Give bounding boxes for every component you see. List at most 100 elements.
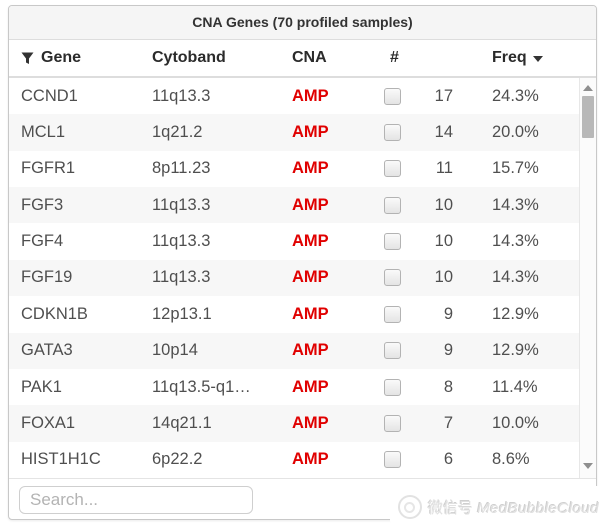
row-checkbox[interactable] — [384, 233, 401, 251]
gene-cell: FGFR1 — [21, 159, 76, 178]
gene-cell: FOXA1 — [21, 413, 76, 432]
count-cell: 10 — [384, 232, 492, 251]
cytoband-cell: 8p11.23 — [152, 159, 211, 178]
count-cell: 9 — [384, 305, 492, 324]
count-cell: 6 — [384, 450, 492, 469]
count-cell: 7 — [384, 414, 492, 433]
gene-cell: CCND1 — [21, 86, 78, 105]
cna-cell: AMP — [292, 195, 329, 214]
table-row[interactable]: HIST1H1C 6p22.2 AMP 6 8.6% — [9, 441, 579, 478]
vertical-scrollbar[interactable] — [579, 78, 596, 478]
cna-cell: AMP — [292, 159, 329, 178]
cytoband-cell: 12p13.1 — [152, 304, 212, 323]
table-row[interactable]: PAK1 11q13.5-q1… AMP 8 11.4% — [9, 368, 579, 406]
freq-cell: 14.3% — [492, 268, 539, 287]
gene-cell: FGF3 — [21, 195, 64, 214]
cna-cell: AMP — [292, 377, 329, 396]
column-header-freq-label: Freq — [492, 49, 527, 66]
cna-genes-panel: CNA Genes (70 profiled samples) Gene Cyt… — [8, 5, 597, 520]
count-value: 7 — [443, 413, 453, 432]
count-cell: 11 — [384, 159, 492, 178]
count-value: 10 — [434, 195, 453, 214]
table-header-row: Gene Cytoband CNA # Freq — [9, 40, 596, 78]
table-row[interactable]: CCND1 11q13.3 AMP 17 24.3% — [9, 78, 579, 115]
table-row[interactable]: CDKN1B 12p13.1 AMP 9 12.9% — [9, 296, 579, 333]
gene-cell: GATA3 — [21, 341, 73, 360]
scrollbar-thumb[interactable] — [582, 96, 594, 138]
count-cell: 9 — [384, 341, 492, 360]
cna-cell: AMP — [292, 413, 329, 432]
cna-cell: AMP — [292, 304, 329, 323]
cytoband-cell: 11q13.5-q1… — [152, 377, 251, 396]
column-header-cna[interactable]: CNA — [292, 49, 327, 66]
row-checkbox[interactable] — [384, 196, 401, 214]
table-row[interactable]: GATA3 10p14 AMP 9 12.9% — [9, 332, 579, 369]
table-body: CCND1 11q13.3 AMP 17 24.3% MCL1 1q21.2 A… — [9, 78, 596, 478]
count-value: 17 — [434, 86, 453, 105]
gene-cell: CDKN1B — [21, 304, 88, 323]
row-checkbox[interactable] — [384, 124, 401, 142]
cytoband-cell: 11q13.3 — [152, 232, 211, 251]
freq-cell: 14.3% — [492, 232, 539, 251]
table-row[interactable]: FGF4 11q13.3 AMP 10 14.3% — [9, 223, 579, 260]
scroll-down-button[interactable] — [580, 458, 596, 474]
freq-cell: 8.6% — [492, 450, 530, 469]
column-header-gene-label: Gene — [41, 49, 82, 66]
cna-cell: AMP — [292, 268, 329, 287]
count-value: 9 — [443, 341, 453, 360]
count-value: 11 — [435, 159, 453, 178]
scroll-up-button[interactable] — [580, 80, 596, 96]
count-value: 8 — [443, 377, 453, 396]
count-value: 14 — [434, 123, 453, 142]
cna-cell: AMP — [292, 86, 329, 105]
gene-cell: FGF4 — [21, 232, 64, 251]
table-row[interactable]: FGF3 11q13.3 AMP 10 14.3% — [9, 187, 579, 224]
row-checkbox[interactable] — [384, 269, 401, 287]
cna-cell: AMP — [292, 123, 329, 142]
search-input[interactable] — [19, 486, 253, 514]
table-row[interactable]: FGF19 11q13.3 AMP 10 14.3% — [9, 259, 579, 297]
cytoband-cell: 11q13.3 — [152, 86, 211, 105]
cytoband-cell: 14q21.1 — [152, 413, 212, 432]
column-header-gene[interactable]: Gene — [9, 49, 152, 67]
panel-title: CNA Genes (70 profiled samples) — [9, 6, 596, 40]
count-value: 10 — [434, 232, 453, 251]
column-header-cytoband[interactable]: Cytoband — [152, 49, 226, 66]
table-footer — [9, 478, 596, 521]
triangle-down-icon — [583, 463, 593, 469]
watermark: 微信号 MedBubbleCloud — [390, 486, 606, 528]
row-checkbox[interactable] — [384, 160, 401, 178]
gene-cell: MCL1 — [21, 123, 66, 142]
triangle-up-icon — [583, 85, 593, 91]
freq-cell: 14.3% — [492, 195, 539, 214]
watermark-logo-icon — [398, 495, 422, 519]
watermark-en-label: MedBubbleCloud — [477, 499, 600, 517]
column-header-count[interactable]: # — [390, 49, 399, 66]
table-row[interactable]: FGFR1 8p11.23 AMP 11 15.7% — [9, 150, 579, 188]
table-row[interactable]: FOXA1 14q21.1 AMP 7 10.0% — [9, 405, 579, 442]
row-checkbox[interactable] — [384, 305, 401, 323]
count-value: 10 — [434, 268, 453, 287]
count-value: 9 — [443, 304, 453, 323]
table-row[interactable]: MCL1 1q21.2 AMP 14 20.0% — [9, 114, 579, 151]
freq-cell: 12.9% — [492, 341, 539, 360]
gene-cell: HIST1H1C — [21, 450, 101, 469]
count-cell: 10 — [384, 268, 492, 287]
row-checkbox[interactable] — [384, 87, 401, 105]
column-header-freq[interactable]: Freq — [492, 49, 596, 67]
cna-cell: AMP — [292, 450, 329, 469]
freq-cell: 12.9% — [492, 304, 539, 323]
row-checkbox[interactable] — [384, 378, 401, 396]
row-checkbox[interactable] — [384, 451, 401, 469]
gene-cell: FGF19 — [21, 268, 73, 287]
cna-cell: AMP — [292, 341, 329, 360]
gene-cell: PAK1 — [21, 377, 62, 396]
row-checkbox[interactable] — [384, 414, 401, 432]
cytoband-cell: 11q13.3 — [152, 195, 211, 214]
freq-cell: 24.3% — [492, 86, 539, 105]
filter-icon[interactable] — [21, 52, 34, 65]
count-cell: 14 — [384, 123, 492, 142]
row-checkbox[interactable] — [384, 342, 401, 360]
freq-cell: 11.4% — [492, 377, 538, 396]
watermark-text: 微信号 MedBubbleCloud — [428, 497, 599, 518]
